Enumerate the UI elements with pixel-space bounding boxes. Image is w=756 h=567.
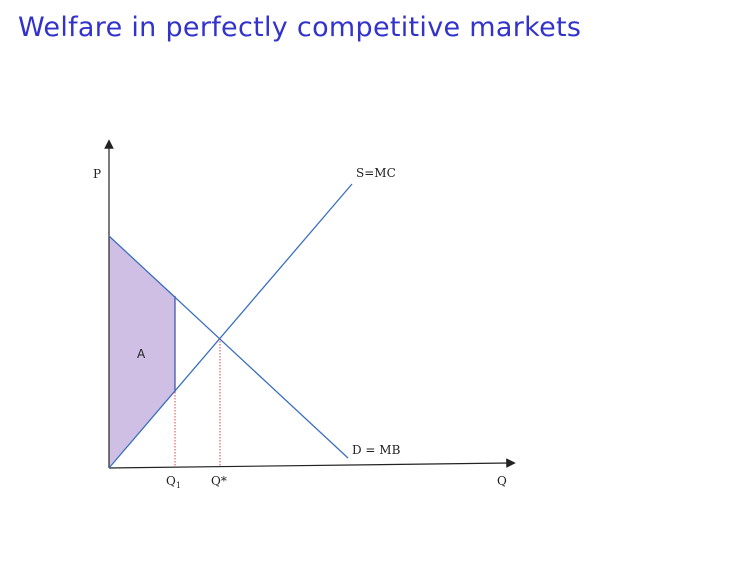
q1-label-subscript: 1 xyxy=(176,481,181,490)
qstar-label: Q* xyxy=(211,474,227,488)
demand-curve-label: D = MB xyxy=(352,443,401,457)
x-axis-label: Q xyxy=(497,474,507,488)
slide-title: Welfare in perfectly competitive markets xyxy=(18,12,582,43)
q1-label: Q1 xyxy=(166,474,181,490)
supply-curve-label: S=MC xyxy=(356,166,396,180)
area-a-label: A xyxy=(137,347,146,361)
demand-curve xyxy=(108,235,349,459)
supply-curve xyxy=(108,183,353,469)
q1-label-main: Q xyxy=(166,474,176,488)
x-axis xyxy=(108,458,516,469)
y-axis-label: P xyxy=(93,167,101,181)
